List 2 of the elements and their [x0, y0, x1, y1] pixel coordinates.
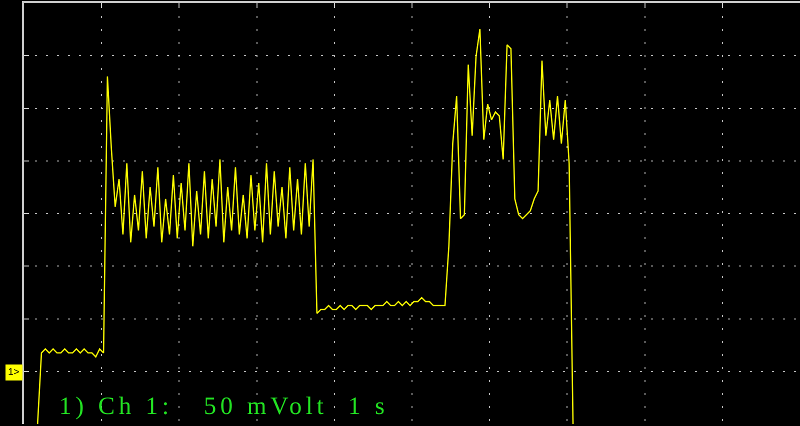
annotation: 1) Ch 1: 50 mVolt 1 s: [59, 393, 389, 420]
annotation: 1>: [8, 367, 20, 378]
